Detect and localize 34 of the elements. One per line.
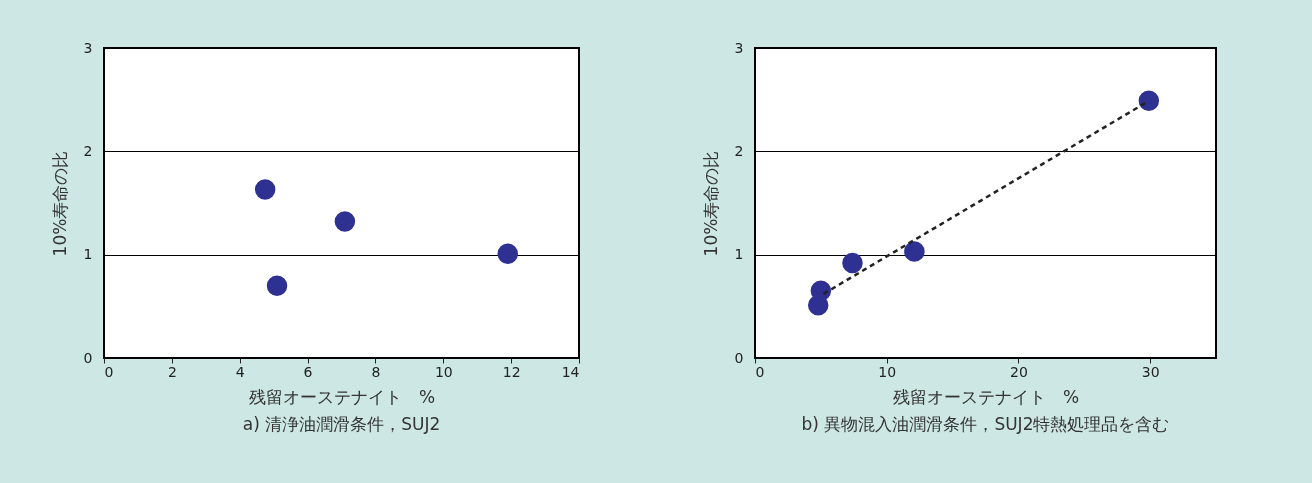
point (334, 211, 356, 232)
y-tick-label: 1 (83, 246, 93, 263)
point (810, 280, 832, 302)
x-tick-label: 10 (878, 363, 897, 380)
y-axis-title: 10%寿命の比 (49, 150, 70, 257)
text: b) 異物混入油潤滑条件，SUJ2特熱処理品を含む (801, 414, 1170, 434)
y-tick-label: 2 (83, 142, 93, 159)
y-axis-title: 10%寿命の比 (700, 150, 721, 257)
x-tick-label: 0 (104, 363, 114, 380)
x-tick-label: 20 (1010, 363, 1028, 380)
text: a) 清浄油潤滑条件，SUJ2 (242, 414, 441, 434)
x-tick-label: 0 (755, 363, 765, 380)
x-tick-label: 6 (303, 363, 313, 380)
x-axis-title: 残留オーステナイト % (248, 386, 436, 407)
x-tick-label: 12 (502, 363, 521, 380)
x-tick-label: 2 (167, 363, 177, 380)
y-tick-label: 2 (734, 142, 744, 159)
y-tick-label: 3 (734, 39, 744, 56)
point (254, 179, 276, 200)
x-tick-label: 4 (235, 363, 245, 380)
y-tick-label: 1 (734, 246, 744, 263)
x-tick-label: 30 (1141, 363, 1160, 380)
point (904, 241, 925, 262)
x-tick-label: 8 (371, 363, 381, 380)
point (266, 275, 288, 296)
y-tick-label: 3 (83, 39, 93, 56)
x-axis-title: 残留オーステナイト % (892, 386, 1080, 407)
x-tick-label: 10 (434, 363, 453, 380)
point (842, 252, 863, 274)
y-tick-label: 0 (83, 349, 93, 366)
point (497, 243, 518, 264)
point (1138, 90, 1160, 111)
x-tick-label: 14 (561, 363, 580, 380)
y-tick-label: 0 (734, 349, 744, 366)
